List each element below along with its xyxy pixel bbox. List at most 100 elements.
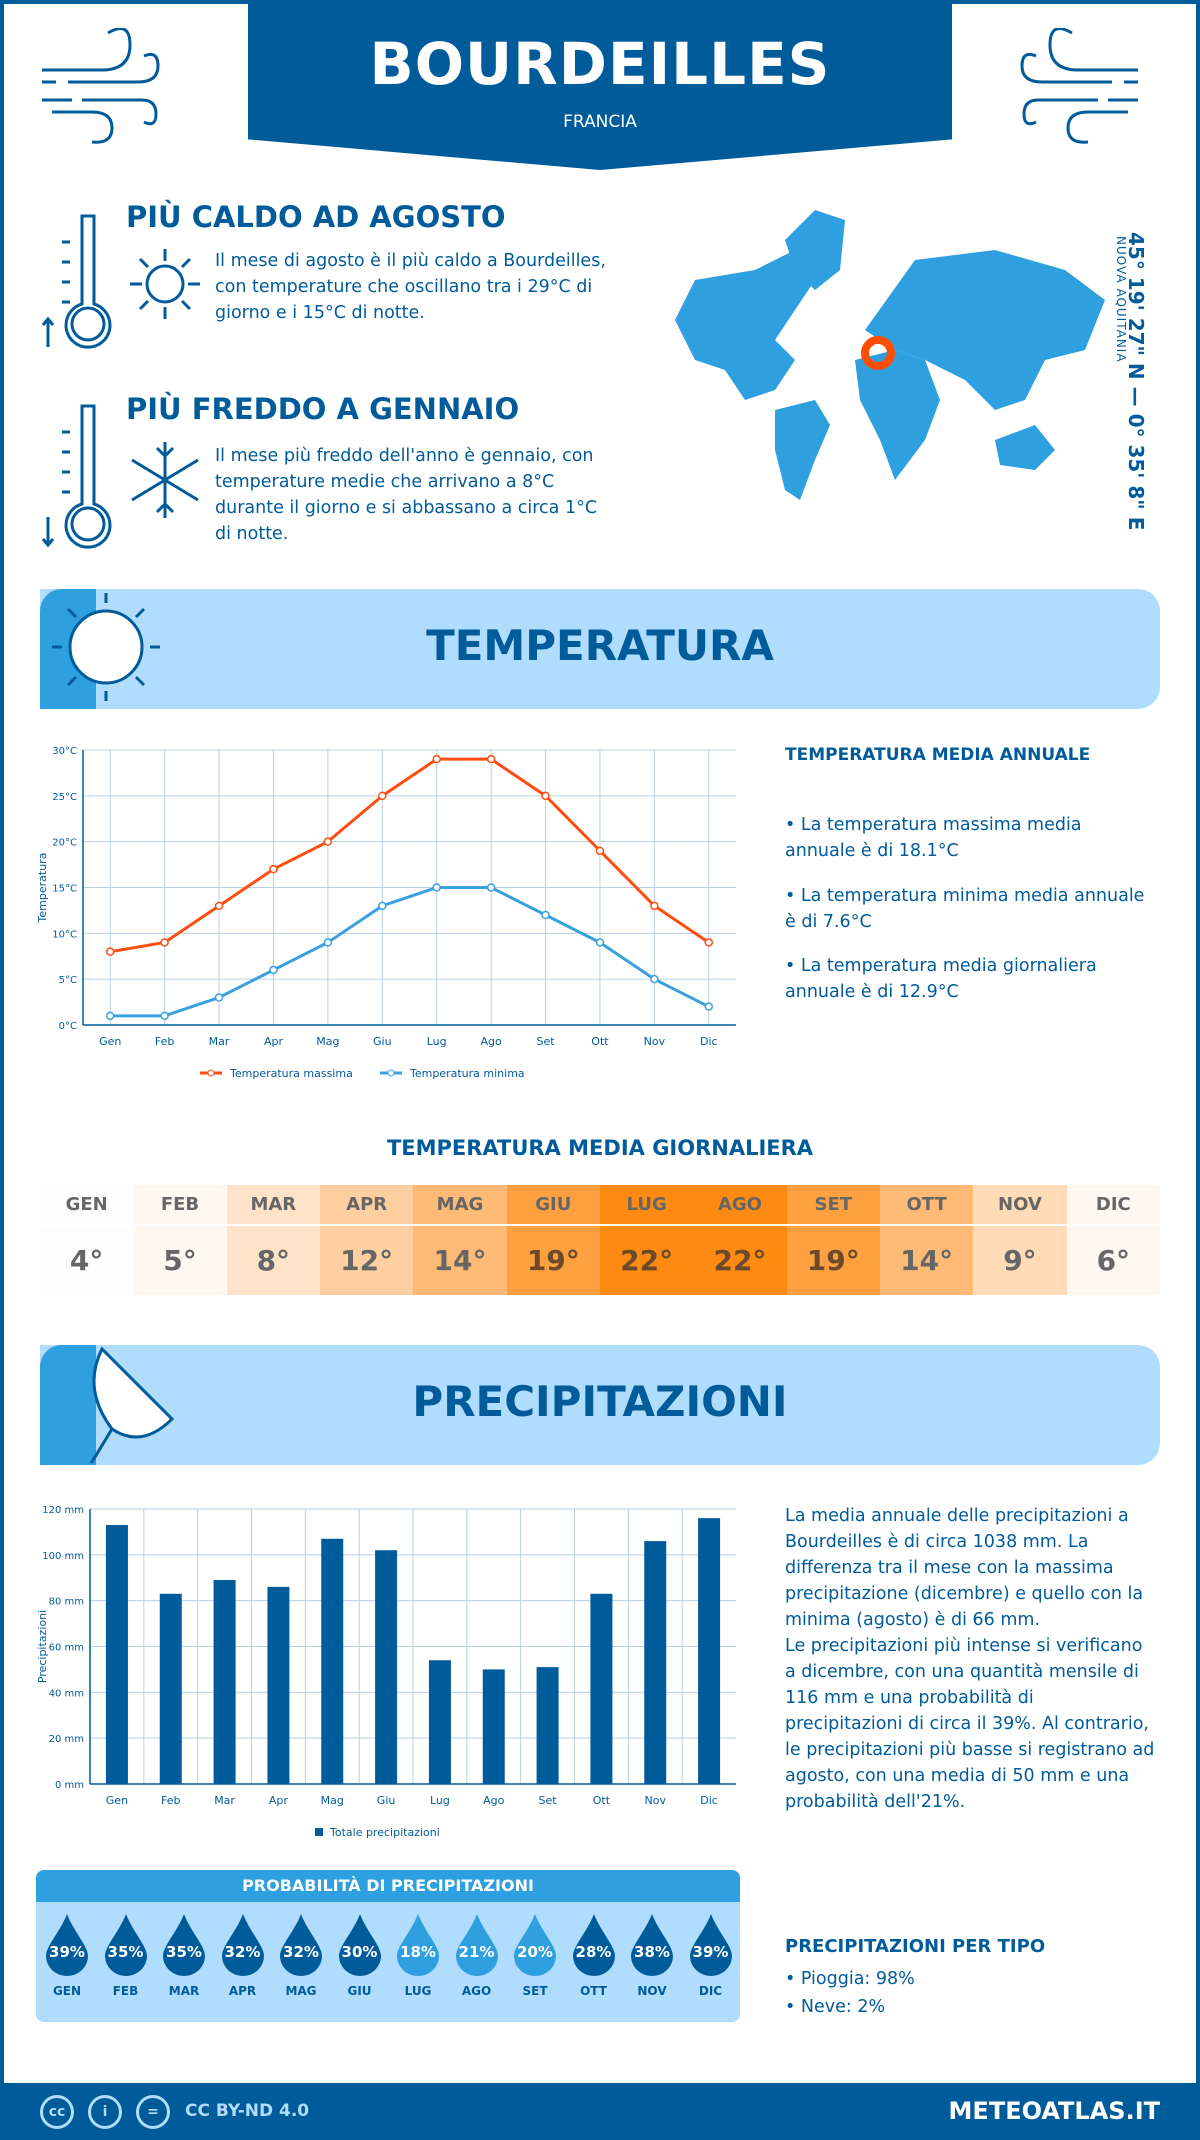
bar-Ago xyxy=(482,1669,505,1784)
license-link[interactable]: CC BY-ND 4.0 xyxy=(185,2101,310,2121)
probability-drop: 39% GEN xyxy=(44,1914,90,1998)
x-tick-label: Ott xyxy=(591,1035,609,1048)
probability-month: GIU xyxy=(347,1984,372,1998)
y-tick-label: 120 mm xyxy=(42,1505,84,1516)
footer: cc i = CC BY-ND 4.0 METEOATLAS.IT xyxy=(0,2083,1200,2140)
daily-month: LUG xyxy=(599,1185,694,1226)
probability-drop: 32% APR xyxy=(220,1914,266,1998)
data-point xyxy=(214,993,224,1002)
temperature-chart: 0°C 5°C 10°C 15°C 20°C 25°C 30°C Gen Feb Mar Apr Ma… xyxy=(36,746,736,1080)
y-tick-label: 25°C xyxy=(52,792,77,803)
probability-drop: 21% AGO xyxy=(454,1914,500,1998)
legend-marker xyxy=(207,1069,215,1077)
probability-value: 32% xyxy=(224,1943,261,1961)
y-tick-label: 30°C xyxy=(52,746,77,757)
y-tick-label: 100 mm xyxy=(42,1551,84,1562)
data-point xyxy=(432,883,441,892)
wind-icon-right xyxy=(1020,28,1138,144)
header-banner xyxy=(248,0,952,170)
no-derivatives-icon: = xyxy=(136,2095,170,2129)
x-tick-label: Ago xyxy=(483,1794,505,1807)
site-link[interactable]: METEOATLAS.IT xyxy=(948,2097,1160,2125)
x-tick-label: Dic xyxy=(700,1035,718,1048)
hot-title: PIÙ CALDO AD AGOSTO xyxy=(126,200,506,234)
x-tick-label: Feb xyxy=(155,1035,174,1048)
x-tick-label: Set xyxy=(537,1035,556,1048)
probability-month: MAG xyxy=(285,1984,317,1998)
daily-temp-value: 6° xyxy=(1066,1225,1160,1295)
data-point xyxy=(541,910,550,920)
x-tick-label: Nov xyxy=(645,1794,667,1807)
daily-month: SET xyxy=(786,1185,880,1226)
probability-month: FEB xyxy=(112,1984,139,1998)
attribution-icon: i xyxy=(88,2095,122,2129)
x-tick-label: Mar xyxy=(209,1035,230,1048)
probability-value: 39% xyxy=(692,1943,729,1961)
probability-month: DIC xyxy=(698,1984,723,1998)
precip-type-rain: • Pioggia: 98% xyxy=(785,1969,915,1989)
x-tick-label: Feb xyxy=(161,1794,180,1807)
probability-value: 18% xyxy=(400,1943,436,1961)
y-axis-label: Temperatura xyxy=(36,853,49,924)
probability-month: SET xyxy=(522,1984,548,1998)
annual-temp-bullet: • La temperatura media giornaliera annua… xyxy=(785,956,1097,1002)
umbrella-icon xyxy=(89,1346,175,1463)
daily-temp-value: 14° xyxy=(413,1225,507,1295)
daily-month: DIC xyxy=(1066,1185,1160,1226)
probability-month: OTT xyxy=(580,1984,607,1998)
bar-Mag xyxy=(321,1538,344,1784)
x-tick-label: Ago xyxy=(481,1035,503,1048)
sun-icon xyxy=(130,249,200,319)
probability-month: NOV xyxy=(637,1984,667,1998)
x-tick-label: Mag xyxy=(316,1035,339,1048)
probability-value: 30% xyxy=(341,1943,378,1961)
data-point xyxy=(595,938,605,947)
daily-month: AGO xyxy=(693,1185,787,1226)
cold-text: Il mese più freddo dell'anno è gennaio, … xyxy=(215,446,598,544)
thermometer-cold-icon xyxy=(41,404,112,549)
precipitation-chart: 0 mm 20 mm 40 mm 60 mm 80 mm 100 mm 120 mm Gen F… xyxy=(36,1505,736,1839)
probability-value: 28% xyxy=(575,1943,612,1961)
raindrop-icon xyxy=(221,1914,264,1976)
bar-Feb xyxy=(159,1593,182,1784)
data-point xyxy=(432,754,441,764)
data-point xyxy=(704,938,714,947)
country-label: FRANCIA xyxy=(563,112,637,132)
wind-icon-left xyxy=(42,28,160,144)
precip-probability-panel: PROBABILITÀ DI PRECIPITAZIONI 39% GEN 35% F… xyxy=(36,1870,740,2022)
x-tick-label: Set xyxy=(539,1794,558,1807)
data-point xyxy=(160,938,169,947)
daily-month: APR xyxy=(319,1185,414,1226)
probability-month: LUG xyxy=(404,1984,432,1998)
series-line xyxy=(110,886,710,1018)
annual-temp-title: TEMPERATURA MEDIA ANNUALE xyxy=(785,745,1091,765)
daily-temp-value: 14° xyxy=(879,1225,974,1295)
daily-month: OTT xyxy=(879,1185,974,1226)
bar-Mar xyxy=(213,1580,236,1784)
x-tick-label: Apr xyxy=(264,1035,284,1048)
series-line xyxy=(109,757,710,954)
probability-month: GEN xyxy=(52,1984,82,1998)
data-point xyxy=(105,947,115,956)
bar-Apr xyxy=(267,1586,290,1784)
daily-temp-value: 22° xyxy=(693,1225,787,1295)
data-point xyxy=(486,754,496,764)
world-map xyxy=(675,210,1105,500)
data-point xyxy=(269,864,278,874)
x-tick-label: Giu xyxy=(377,1794,396,1807)
bar-Nov xyxy=(644,1541,667,1784)
raindrop-icon xyxy=(689,1914,732,1976)
probability-value: 32% xyxy=(283,1943,319,1961)
data-point xyxy=(160,1011,169,1021)
data-point xyxy=(541,791,550,801)
x-tick-label: Mar xyxy=(214,1794,235,1807)
annual-temp-bullet: • La temperatura massima media annuale è… xyxy=(785,815,1082,861)
probability-drop: 32% MAG xyxy=(278,1914,324,1998)
legend-label: Temperatura minima xyxy=(409,1067,525,1080)
daily-temp-value: 12° xyxy=(319,1225,414,1295)
y-tick-label: 5°C xyxy=(59,975,77,986)
probability-value: 20% xyxy=(517,1943,553,1961)
daily-month: MAG xyxy=(413,1185,507,1226)
y-tick-label: 20 mm xyxy=(49,1734,84,1745)
probability-month: AGO xyxy=(461,1984,492,1998)
